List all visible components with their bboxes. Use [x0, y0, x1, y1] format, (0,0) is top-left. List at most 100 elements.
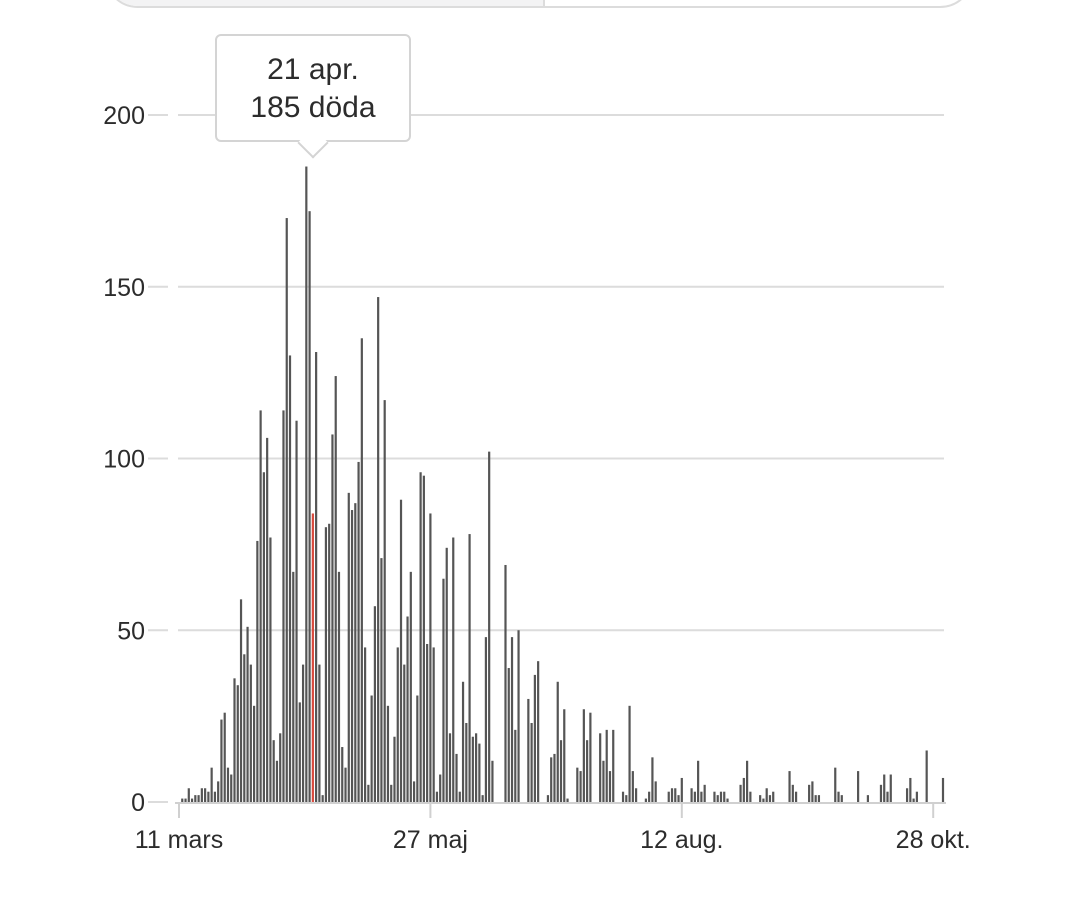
bar[interactable]: [350, 510, 354, 802]
bar[interactable]: [726, 798, 729, 802]
bar[interactable]: [448, 733, 452, 802]
bar[interactable]: [621, 791, 625, 802]
bar[interactable]: [504, 564, 507, 802]
bar[interactable]: [259, 410, 262, 802]
bar[interactable]: [200, 788, 203, 802]
bar[interactable]: [739, 784, 742, 802]
bar[interactable]: [445, 547, 448, 802]
bar[interactable]: [912, 798, 915, 802]
bar[interactable]: [184, 798, 187, 802]
bar[interactable]: [295, 420, 298, 802]
bar[interactable]: [279, 733, 282, 802]
bar[interactable]: [941, 777, 945, 802]
bar[interactable]: [390, 784, 393, 802]
bar[interactable]: [533, 674, 536, 802]
bar[interactable]: [605, 729, 608, 802]
bar[interactable]: [419, 472, 422, 802]
bar[interactable]: [834, 767, 837, 802]
bar[interactable]: [204, 788, 207, 802]
bar[interactable]: [579, 771, 582, 802]
bar[interactable]: [370, 695, 373, 802]
bar[interactable]: [360, 338, 363, 802]
bar[interactable]: [716, 795, 719, 802]
bar[interactable]: [925, 750, 928, 802]
bar[interactable]: [866, 795, 870, 802]
bar[interactable]: [628, 705, 631, 802]
bar[interactable]: [507, 668, 510, 802]
bar[interactable]: [690, 788, 693, 802]
bar[interactable]: [811, 781, 814, 802]
bar[interactable]: [275, 760, 279, 802]
bar[interactable]: [455, 753, 458, 802]
bar[interactable]: [817, 795, 821, 802]
bar[interactable]: [308, 211, 311, 802]
bar[interactable]: [435, 791, 439, 802]
bar[interactable]: [246, 626, 249, 802]
bar[interactable]: [791, 784, 794, 802]
bar[interactable]: [644, 798, 647, 802]
bar[interactable]: [527, 698, 530, 802]
bar[interactable]: [742, 777, 745, 802]
bar[interactable]: [432, 647, 435, 802]
bar[interactable]: [703, 784, 706, 802]
bar[interactable]: [693, 791, 696, 802]
bar[interactable]: [461, 681, 465, 802]
bar[interactable]: [484, 637, 488, 802]
bar[interactable]: [471, 736, 474, 802]
bar[interactable]: [282, 410, 285, 802]
bar[interactable]: [713, 791, 716, 802]
bar[interactable]: [530, 722, 533, 802]
bar[interactable]: [217, 781, 220, 802]
bar[interactable]: [409, 571, 412, 802]
bar[interactable]: [367, 784, 370, 802]
bars[interactable]: [181, 166, 945, 803]
bar[interactable]: [422, 475, 425, 802]
bar[interactable]: [667, 791, 670, 802]
bar[interactable]: [537, 661, 540, 802]
bar[interactable]: [700, 791, 703, 802]
bar[interactable]: [680, 777, 683, 802]
bar[interactable]: [602, 760, 605, 802]
bar[interactable]: [746, 760, 749, 802]
bar[interactable]: [458, 791, 461, 802]
bar[interactable]: [768, 795, 772, 802]
bar[interactable]: [697, 760, 700, 802]
bar[interactable]: [654, 781, 657, 802]
bar[interactable]: [187, 788, 190, 802]
bar[interactable]: [719, 791, 723, 802]
bar[interactable]: [566, 798, 569, 802]
bar[interactable]: [181, 798, 184, 802]
bar[interactable]: [288, 355, 292, 802]
bar[interactable]: [373, 606, 376, 802]
bar[interactable]: [337, 571, 341, 802]
bar[interactable]: [465, 722, 468, 802]
bar[interactable]: [403, 664, 406, 802]
bar[interactable]: [814, 795, 817, 802]
bar[interactable]: [563, 709, 566, 802]
bar[interactable]: [510, 637, 514, 802]
bar[interactable]: [220, 719, 223, 802]
bar[interactable]: [442, 578, 445, 802]
bar[interactable]: [514, 729, 517, 802]
bar[interactable]: [396, 647, 399, 802]
bar[interactable]: [762, 798, 765, 802]
bar[interactable]: [262, 472, 265, 802]
bar[interactable]: [412, 781, 416, 802]
bar[interactable]: [550, 757, 553, 802]
bar[interactable]: [559, 740, 563, 802]
bar[interactable]: [334, 376, 337, 802]
bar[interactable]: [651, 757, 654, 802]
bar[interactable]: [909, 777, 912, 802]
bar[interactable]: [788, 771, 791, 802]
bar[interactable]: [223, 712, 226, 802]
bar[interactable]: [301, 664, 305, 802]
bar[interactable]: [393, 736, 396, 802]
bar[interactable]: [416, 695, 419, 802]
bar[interactable]: [207, 791, 210, 802]
bar[interactable]: [723, 791, 726, 802]
bar[interactable]: [517, 630, 520, 802]
bar[interactable]: [857, 771, 860, 802]
bar[interactable]: [546, 795, 550, 802]
bar[interactable]: [468, 534, 471, 802]
bar[interactable]: [406, 616, 409, 802]
